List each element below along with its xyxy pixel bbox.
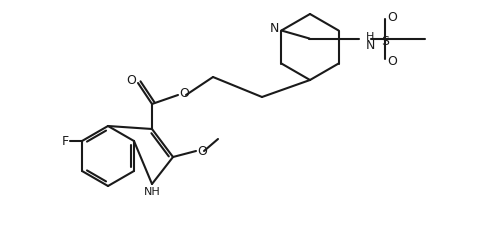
Text: H: H xyxy=(366,32,374,42)
Text: O: O xyxy=(179,87,189,100)
Text: N: N xyxy=(270,22,280,35)
Text: O: O xyxy=(388,11,398,24)
Text: F: F xyxy=(62,135,69,148)
Text: O: O xyxy=(388,55,398,68)
Text: S: S xyxy=(382,35,390,48)
Text: O: O xyxy=(197,145,207,158)
Text: N: N xyxy=(366,39,375,52)
Text: NH: NH xyxy=(144,186,160,196)
Text: O: O xyxy=(126,74,136,87)
